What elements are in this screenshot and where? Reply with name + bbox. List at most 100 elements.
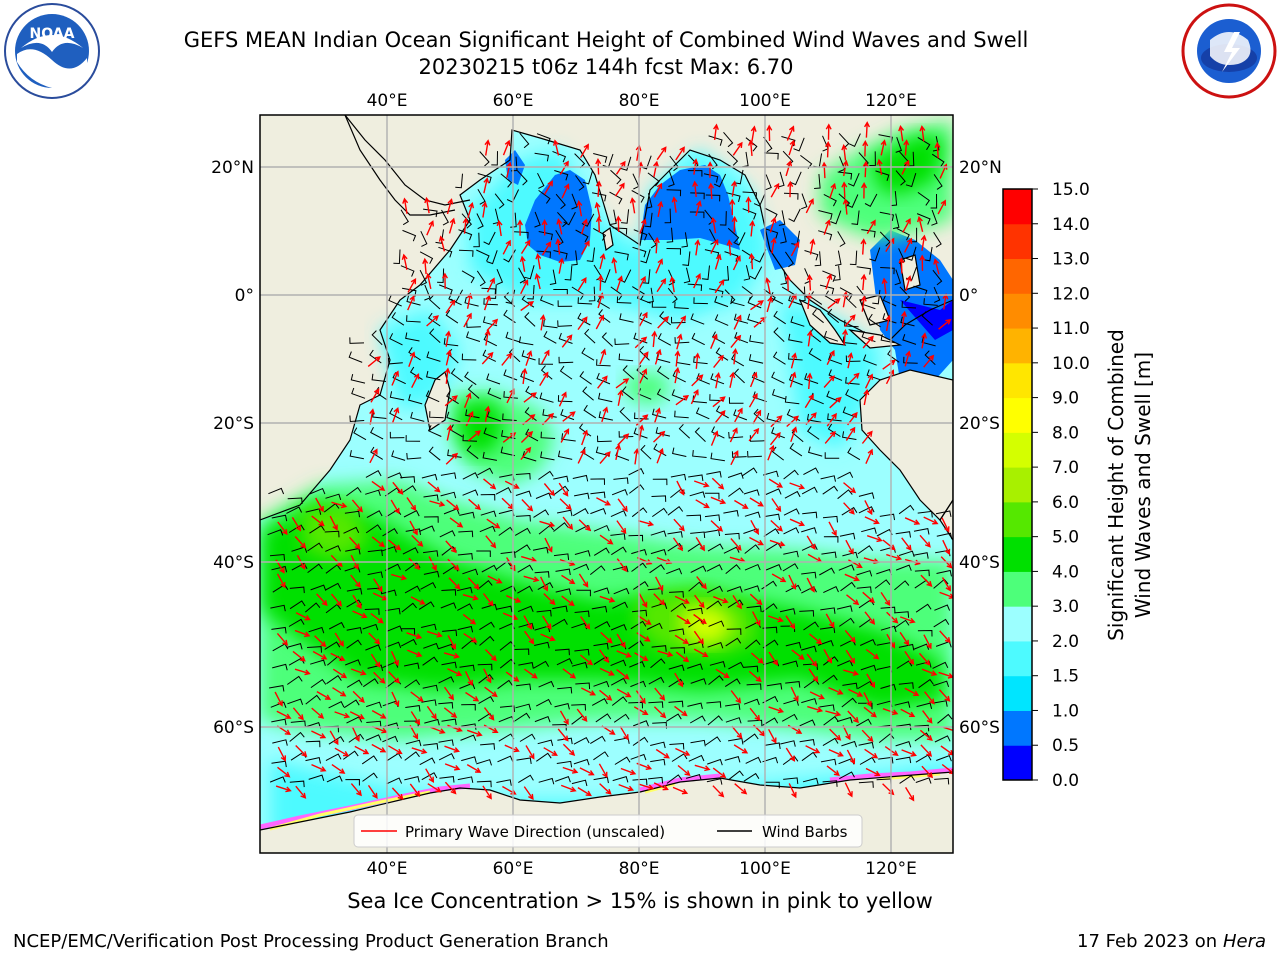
wave-direction-arrow [444,763,461,771]
wind-barb [763,136,773,153]
wind-barb [476,780,492,788]
wave-direction-arrow [749,220,756,237]
wind-barb [890,191,898,207]
wind-barb [706,564,723,572]
wind-barb [678,423,691,439]
wave-direction-arrow [485,535,497,549]
wind-barb [393,249,401,265]
wind-barb [690,565,707,573]
wind-barb [837,171,853,180]
wind-barb [839,617,855,627]
wind-barb [878,733,895,743]
wind-barb [476,213,484,230]
wind-barb [404,585,421,594]
wind-barb [497,755,514,763]
wave-direction-arrow [767,728,777,744]
wave-direction-arrow [710,333,718,349]
wind-barb [483,427,498,439]
wind-barb [466,445,479,460]
wave-direction-arrow [373,671,386,684]
wind-barb [574,610,590,618]
wave-direction-arrow [676,315,687,330]
wind-barb [724,251,739,262]
wind-barb [426,370,441,381]
wind-barb [591,698,608,706]
wind-barb [572,508,589,517]
wave-direction-arrow [562,668,577,679]
wave-direction-arrow [525,350,533,366]
wind-barb [458,249,474,257]
wind-barb [479,621,495,631]
wave-direction-arrow [616,558,628,572]
wind-barb [650,530,667,537]
wind-barb [437,268,445,284]
wind-barb [906,246,917,261]
wind-barb [694,427,706,442]
wave-direction-arrow [768,478,784,488]
wave-direction-arrow [787,180,794,198]
wind-barb [598,309,611,323]
wind-barb [438,739,454,746]
wave-direction-arrow [829,182,837,199]
wind-barb [599,269,611,283]
wind-barb [819,284,835,295]
wave-direction-arrow [523,668,538,679]
wave-direction-arrow [730,690,742,704]
wind-barb [516,757,532,764]
wave-direction-arrow [445,540,457,554]
wind-barb [495,487,512,495]
wave-direction-arrow [771,573,787,583]
wind-barb [665,713,682,722]
wind-barb [745,137,758,152]
wave-direction-arrow [481,351,494,365]
wind-barb [631,507,648,518]
wave-direction-arrow [411,534,424,547]
wind-barb [932,269,943,286]
wind-barb [533,660,550,669]
wave-direction-arrow [789,482,806,490]
wave-direction-arrow [638,424,645,441]
wind-barb [747,450,762,458]
wave-direction-arrow [351,499,363,513]
wave-direction-arrow [561,183,570,199]
wind-barb [633,720,649,727]
wind-barb [754,249,767,263]
wind-barb [743,665,759,673]
wind-barb [730,296,745,307]
wave-direction-arrow [534,272,541,290]
wave-direction-arrow [559,498,572,511]
lon-tick-bottom-80E: 80°E [619,859,660,879]
wave-direction-arrow [446,198,454,215]
wind-barb [747,313,762,325]
wind-barb [749,435,765,442]
wind-barb [476,759,492,766]
wave-direction-arrow [295,745,308,758]
wave-direction-arrow [542,615,552,630]
wave-direction-arrow [484,139,491,156]
wave-direction-arrow [843,482,857,494]
wave-direction-arrow [768,651,779,666]
wind-barb [651,495,667,502]
wave-direction-arrow [653,706,667,719]
wave-direction-arrow [559,710,569,726]
wave-direction-arrow [886,611,899,624]
wave-direction-arrow [899,616,916,624]
wind-barb [921,336,936,347]
wave-direction-arrow [710,238,719,254]
colorbar-tick-label: 8.0 [1052,423,1079,443]
wave-direction-arrow [866,219,876,234]
wind-barb [645,193,653,209]
wind-barb [644,212,653,228]
wave-direction-arrow [541,219,548,236]
wind-barb [426,351,441,362]
wind-barb [839,771,855,780]
wind-barb [931,209,938,226]
wind-barb [552,723,567,731]
wave-direction-arrow [788,139,796,156]
wind-barb [731,451,747,458]
wind-barb [914,724,930,732]
wind-barb [687,170,703,177]
wind-barb [539,294,554,306]
wave-direction-arrow [939,591,953,599]
wind-barb [651,602,668,609]
